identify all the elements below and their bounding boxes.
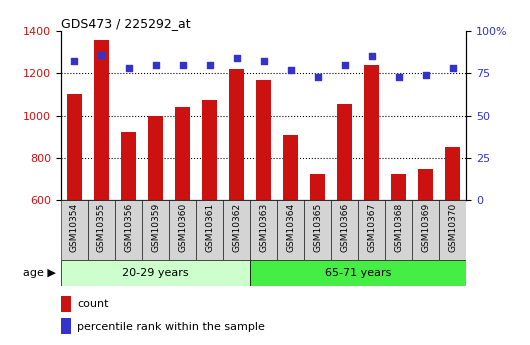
- Bar: [61, 260, 250, 286]
- Text: 65-71 years: 65-71 years: [325, 268, 392, 278]
- Text: GSM10362: GSM10362: [232, 203, 241, 252]
- Text: GSM10355: GSM10355: [97, 203, 106, 253]
- Bar: [67, 95, 82, 200]
- Bar: [250, 200, 277, 260]
- Bar: [337, 104, 352, 200]
- Bar: [229, 69, 244, 200]
- Bar: [358, 200, 385, 260]
- Bar: [445, 147, 461, 200]
- Text: GSM10365: GSM10365: [313, 203, 322, 253]
- Point: [314, 74, 322, 79]
- Bar: [142, 200, 169, 260]
- Bar: [121, 132, 136, 200]
- Point: [286, 67, 295, 73]
- Point: [98, 52, 106, 58]
- Bar: [223, 200, 250, 260]
- Text: GSM10367: GSM10367: [367, 203, 376, 253]
- Bar: [94, 39, 109, 200]
- Text: GSM10360: GSM10360: [178, 203, 187, 253]
- Bar: [88, 200, 115, 260]
- Bar: [439, 200, 466, 260]
- Text: GDS473 / 225292_at: GDS473 / 225292_at: [61, 17, 191, 30]
- Bar: [61, 318, 71, 334]
- Bar: [385, 200, 412, 260]
- Bar: [418, 169, 434, 200]
- Text: GSM10368: GSM10368: [394, 203, 403, 253]
- Text: percentile rank within the sample: percentile rank within the sample: [77, 322, 265, 332]
- Point: [232, 55, 241, 61]
- Point: [259, 59, 268, 64]
- Text: GSM10356: GSM10356: [124, 203, 133, 253]
- Point: [422, 72, 430, 78]
- Text: GSM10366: GSM10366: [340, 203, 349, 253]
- Bar: [196, 200, 223, 260]
- Text: GSM10361: GSM10361: [205, 203, 214, 253]
- Text: 20-29 years: 20-29 years: [122, 268, 189, 278]
- Point: [152, 62, 160, 68]
- Point: [448, 66, 457, 71]
- Bar: [202, 100, 217, 200]
- Point: [394, 74, 403, 79]
- Text: GSM10370: GSM10370: [448, 203, 457, 253]
- Point: [70, 59, 79, 64]
- Text: GSM10359: GSM10359: [151, 203, 160, 253]
- Bar: [169, 200, 196, 260]
- Point: [178, 62, 187, 68]
- Bar: [61, 296, 71, 312]
- Point: [340, 62, 349, 68]
- Text: GSM10364: GSM10364: [286, 203, 295, 252]
- Bar: [283, 135, 298, 200]
- Bar: [61, 200, 88, 260]
- Bar: [391, 174, 407, 200]
- Bar: [304, 200, 331, 260]
- Point: [124, 66, 132, 71]
- Bar: [115, 200, 142, 260]
- Text: count: count: [77, 299, 109, 309]
- Bar: [250, 260, 466, 286]
- Bar: [310, 174, 325, 200]
- Text: GSM10363: GSM10363: [259, 203, 268, 253]
- Bar: [331, 200, 358, 260]
- Bar: [175, 107, 190, 200]
- Bar: [256, 80, 271, 200]
- Bar: [364, 65, 379, 200]
- Point: [205, 62, 214, 68]
- Point: [367, 54, 376, 59]
- Bar: [412, 200, 439, 260]
- Text: age ▶: age ▶: [23, 268, 56, 278]
- Bar: [277, 200, 304, 260]
- Bar: [148, 116, 163, 200]
- Text: GSM10354: GSM10354: [70, 203, 79, 252]
- Text: GSM10369: GSM10369: [421, 203, 430, 253]
